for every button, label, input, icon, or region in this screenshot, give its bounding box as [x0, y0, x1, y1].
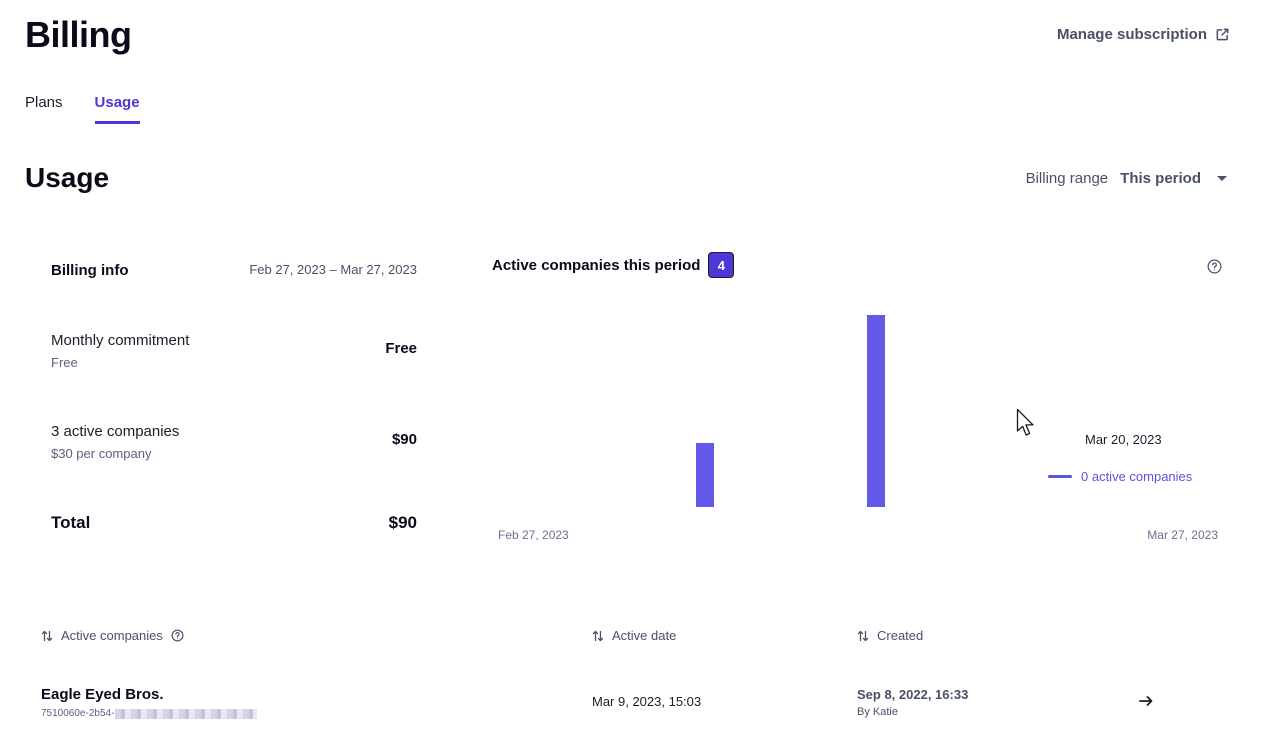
- billing-range-select[interactable]: This period: [1120, 170, 1227, 187]
- mouse-cursor-icon: [1016, 408, 1034, 436]
- table-row[interactable]: Eagle Eyed Bros. 7510060e-2b54- Mar 9, 2…: [0, 680, 1269, 740]
- chart-bar[interactable]: [867, 315, 885, 507]
- column-label-active-companies: Active companies: [61, 628, 163, 643]
- monthly-commitment-value: Free: [385, 340, 417, 357]
- created-date-cell: Sep 8, 2022, 16:33: [857, 687, 969, 702]
- monthly-commitment-label: Monthly commitment: [51, 332, 190, 349]
- billing-range-value: This period: [1120, 170, 1201, 187]
- sort-icon: [592, 630, 604, 641]
- total-value: $90: [388, 513, 417, 532]
- x-axis-end-label: Mar 27, 2023: [1147, 528, 1218, 542]
- price-per-company: $30 per company: [51, 446, 152, 461]
- total-label: Total: [51, 513, 91, 532]
- help-icon[interactable]: [171, 629, 184, 642]
- column-active-date[interactable]: Active date: [592, 628, 676, 643]
- active-companies-value: $90: [391, 431, 417, 448]
- tab-plans[interactable]: Plans: [25, 94, 63, 111]
- external-link-icon: [1216, 28, 1229, 41]
- help-icon[interactable]: [1207, 259, 1222, 274]
- chart-tooltip-legend: 0 active companies: [1048, 469, 1192, 484]
- column-label-created: Created: [877, 628, 924, 643]
- created-by: By Katie: [857, 706, 898, 718]
- tab-usage[interactable]: Usage: [94, 94, 140, 124]
- active-count-badge: 4: [708, 252, 735, 278]
- monthly-commitment-sub: Free: [51, 355, 78, 370]
- active-companies-row: 3 active companies $30 per company $90: [51, 423, 417, 461]
- usage-section-title: Usage: [25, 162, 110, 193]
- billing-info-header: Billing info Feb 27, 2023 – Mar 27, 2023: [51, 262, 417, 279]
- column-created[interactable]: Created: [857, 628, 923, 643]
- company-id: 7510060e-2b54-: [41, 708, 258, 719]
- arrow-right-icon[interactable]: [1138, 694, 1154, 708]
- legend-line: [1048, 475, 1072, 478]
- redacted-id-block: [115, 708, 258, 719]
- chevron-down-icon: [1217, 176, 1227, 181]
- total-row: Total $90: [51, 513, 417, 533]
- active-companies-chart: Feb 27, 2023 Mar 27, 2023: [498, 315, 1218, 542]
- manage-subscription-label: Manage subscription: [1056, 26, 1207, 43]
- billing-range-label: Billing range: [1025, 170, 1109, 187]
- monthly-commitment-row: Monthly commitment Free Free: [51, 332, 417, 370]
- chart-tooltip-date: Mar 20, 2023: [1085, 432, 1162, 447]
- manage-subscription-link[interactable]: Manage subscription: [1057, 26, 1230, 43]
- active-date-cell: Mar 9, 2023, 15:03: [592, 694, 702, 709]
- sort-icon: [41, 630, 53, 641]
- billing-info-heading: Billing info: [51, 262, 129, 279]
- sort-icon: [857, 630, 869, 641]
- chart-header: Active companies this period 4: [492, 252, 735, 278]
- company-id-prefix: 7510060e-2b54-: [41, 708, 115, 719]
- company-name: Eagle Eyed Bros.: [41, 686, 164, 703]
- column-active-companies[interactable]: Active companies: [41, 628, 184, 643]
- x-axis-start-label: Feb 27, 2023: [498, 528, 569, 542]
- billing-range: Billing range This period: [1026, 170, 1227, 187]
- page-title: Billing: [25, 14, 132, 55]
- chart-tooltip-value: 0 active companies: [1081, 469, 1193, 484]
- chart-title: Active companies this period: [492, 256, 701, 274]
- column-label-active-date: Active date: [612, 628, 677, 643]
- billing-period-dates: Feb 27, 2023 – Mar 27, 2023: [249, 262, 417, 277]
- active-companies-label: 3 active companies: [51, 423, 180, 440]
- chart-bar[interactable]: [696, 443, 714, 507]
- billing-tabs: Plans Usage: [25, 94, 140, 124]
